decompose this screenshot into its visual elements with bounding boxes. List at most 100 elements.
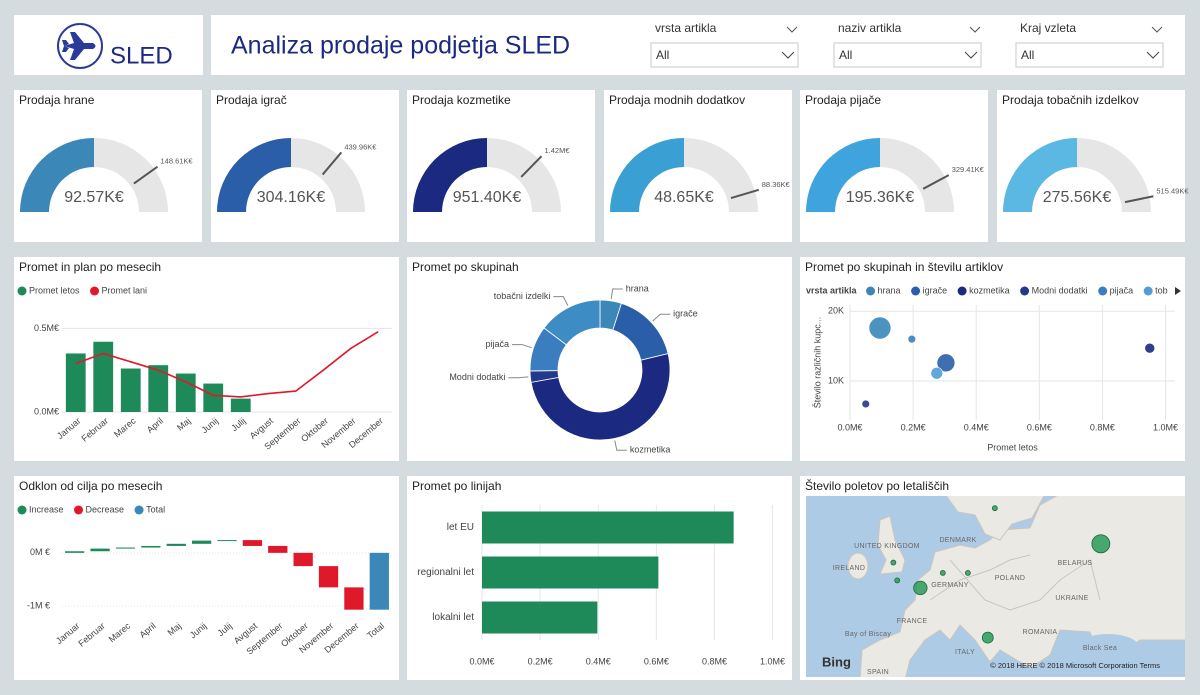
filter[interactable]: Kraj vzleta All: [1015, 21, 1164, 68]
filter[interactable]: naziv artikla All: [833, 21, 982, 68]
place-label: Black Sea: [1083, 645, 1117, 652]
y-tick-label: 0.0M€: [34, 406, 59, 416]
place-label: GERMANY: [931, 582, 969, 589]
legend-label: kozmetika: [969, 285, 1010, 295]
place-label: UKRAINE: [1055, 595, 1088, 602]
gauge-value: 48.65K€: [654, 189, 714, 206]
legend-label: Increase: [29, 504, 64, 514]
bar: [93, 341, 114, 412]
filter-box: [1015, 42, 1164, 68]
logo-text: SLED: [110, 42, 173, 69]
y-tick-label: 10K: [828, 375, 844, 385]
legend-label: Promet lani: [102, 285, 148, 295]
map: UNITED KINGDOM IRELAND DENMARK GERMANY POLAN…: [806, 496, 1185, 677]
gauge-value: 951.40K€: [453, 189, 522, 206]
line: [75, 331, 379, 398]
y-tick-label: regionalni let: [417, 567, 474, 578]
filter-chevron: [786, 26, 798, 33]
gauge-fill: [806, 138, 880, 212]
legend-label: pijača: [1110, 285, 1134, 295]
waterfall-bar: [90, 548, 110, 552]
slice-label: pijača: [486, 339, 510, 349]
waterfall-bar: [344, 587, 364, 610]
gauge-fill: [413, 138, 487, 212]
legend-label: Total: [146, 504, 165, 514]
x-tick-label: 0.0M€: [837, 422, 862, 432]
bar: [175, 373, 196, 412]
place-label: ITALY: [955, 649, 975, 656]
legend-marker: [74, 505, 84, 515]
filter-box: [833, 42, 982, 68]
airport-bubble: [894, 577, 901, 584]
gauge-target-label: 329.41K€: [952, 165, 985, 174]
gauge-target: [133, 165, 159, 185]
place-label: UNITED KINGDOM: [854, 543, 920, 550]
waterfall-bar: [268, 545, 288, 553]
legend-marker: [90, 286, 100, 296]
x-tick-label: 0.2M€: [528, 656, 553, 666]
filter-label: Kraj vzleta: [1020, 21, 1076, 35]
x-tick-label: 0.6M€: [1027, 422, 1052, 432]
filter[interactable]: vrsta artikla All: [650, 21, 799, 68]
legend-label: Modni dodatki: [1032, 285, 1088, 295]
bubble: [861, 399, 870, 409]
y-tick-label: -1M €: [27, 600, 50, 610]
sea: [1078, 634, 1138, 658]
legend-label: Promet letos: [29, 285, 80, 295]
legend-label: Decrease: [86, 504, 125, 514]
legend-scroll[interactable]: [1175, 287, 1181, 295]
chart-title: Odklon od cilja po mesecih: [19, 479, 162, 493]
legend-marker: [911, 286, 921, 296]
panel: [800, 257, 1185, 461]
x-tick-label: 0.0M€: [469, 656, 494, 666]
y-tick-label: 0.5M€: [34, 323, 59, 333]
gauge-target: [730, 188, 760, 200]
airport-bubble: [964, 570, 971, 576]
gauge-target-label: 439.96K€: [344, 142, 377, 151]
waterfall-bar: [115, 547, 136, 549]
bubble: [868, 316, 892, 340]
chart-title: Prodaja hrane: [19, 93, 95, 107]
map-brand: Bing: [822, 654, 851, 669]
x-tick-label: 0.8M€: [1090, 422, 1115, 432]
place-label: IRELAND: [833, 565, 865, 572]
y-axis-title: Število različnih kupc...: [812, 317, 822, 409]
legend-marker: [1143, 286, 1153, 296]
x-tick-label: 0.8M€: [702, 656, 727, 666]
filter-box: [650, 42, 799, 68]
bar: [65, 353, 86, 412]
place-label: BELARUS: [1058, 560, 1093, 567]
legend-title: vrsta artikla: [806, 285, 858, 295]
waterfall-bar: [217, 540, 237, 542]
slice-label: Modni dodatki: [449, 372, 505, 382]
land: [877, 515, 906, 575]
chart-title: Promet po skupinah in številu artiklov: [805, 260, 1003, 274]
logo-plane: [62, 32, 96, 60]
place-label: Bay of Biscay: [845, 631, 892, 638]
page-title: Analiza prodaje podjetja SLED: [231, 32, 570, 60]
gauge-fill: [20, 138, 94, 212]
place-label: SPAIN: [867, 669, 889, 676]
filter-chevron: [781, 51, 795, 59]
legend-marker: [866, 286, 876, 296]
filter-chevron: [1146, 51, 1160, 59]
logo-ring: [57, 23, 103, 69]
chart-title: Prodaja pijače: [805, 93, 881, 107]
leader-line: [652, 313, 671, 322]
border: [929, 554, 1031, 601]
slice-label: tobačni izdelki: [494, 291, 551, 301]
chart-title: Promet po linijah: [412, 479, 501, 493]
legend-marker: [957, 286, 967, 296]
gauge-target: [321, 151, 343, 176]
legend: vrsta artikla hrana igrače kozmetika Modni d…: [806, 285, 1168, 296]
y-tick-label: let EU: [447, 522, 474, 533]
waterfall-bar: [191, 540, 212, 544]
chart-title: Promet po skupinah: [412, 260, 519, 274]
chart-title: Število poletov po letališčih: [805, 478, 949, 493]
donut-slice: [543, 299, 601, 346]
bar: [482, 556, 659, 589]
airport-bubble: [991, 505, 998, 512]
gauge-target-label: 88.36K€: [762, 180, 791, 189]
bar: [120, 368, 141, 412]
